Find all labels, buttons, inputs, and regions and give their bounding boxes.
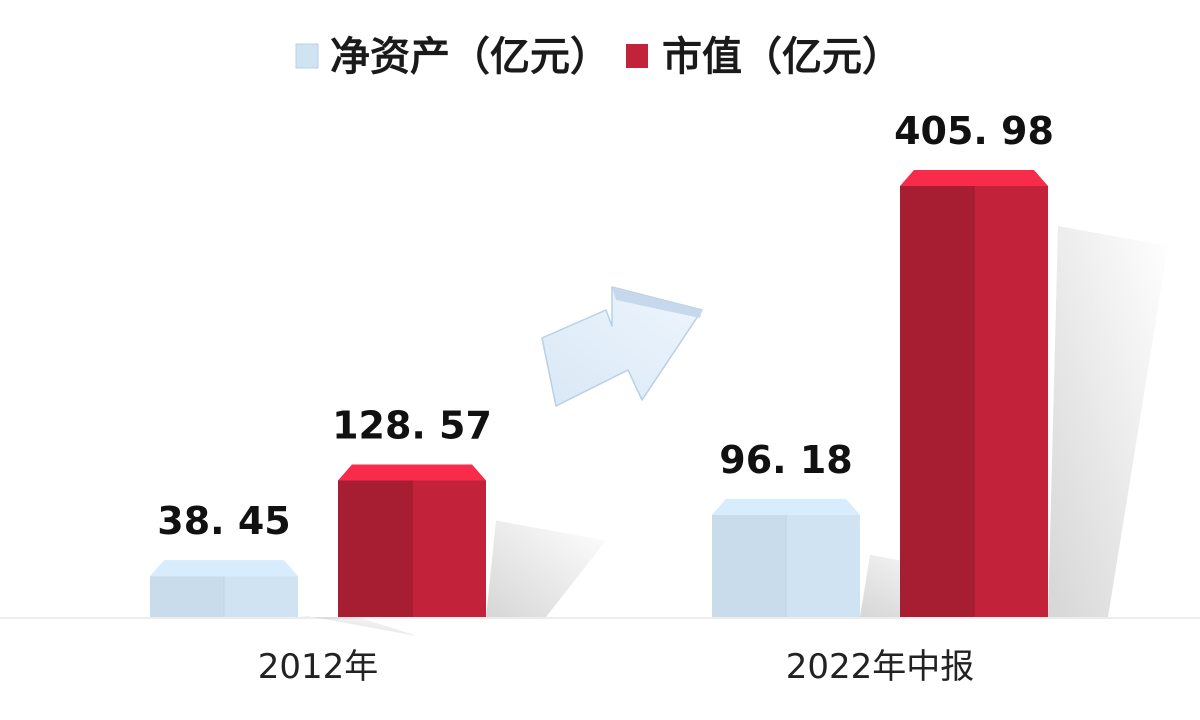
- up-right-arrow-icon: [541, 286, 703, 407]
- legend-label-market-cap: 市值（亿元）: [662, 34, 902, 80]
- bar-right-face-market-cap-2012: [412, 480, 486, 617]
- bar-top-net-assets-2022: [712, 498, 860, 515]
- category-label-2022: 2022年中报: [786, 647, 975, 687]
- value-label-market-cap-2022: 405. 98: [894, 109, 1054, 153]
- bar-top-market-cap-2022: [900, 170, 1048, 186]
- bar-left-face-market-cap-2012: [338, 480, 412, 617]
- bar-right-face-net-assets-2012: [224, 576, 298, 617]
- bar-left-face-market-cap-2022: [900, 186, 974, 617]
- bars: 38. 45 96. 18 128. 57 405. 98: [150, 109, 1168, 637]
- bar-top-net-assets-2012: [150, 560, 298, 577]
- bar-left-face-net-assets-2012: [150, 576, 224, 617]
- value-label-net-assets-2012: 38. 45: [157, 499, 290, 543]
- legend-label-net-assets: 净资产（亿元）: [330, 34, 610, 80]
- category-label-2012: 2012年: [258, 647, 379, 687]
- legend: 净资产（亿元） 市值（亿元）: [295, 34, 902, 80]
- legend-swatch-market-cap: [626, 44, 648, 68]
- value-label-net-assets-2022: 96. 18: [719, 438, 852, 482]
- bar-right-face-net-assets-2022: [786, 514, 860, 617]
- bar-left-face-net-assets-2022: [712, 514, 786, 617]
- bar-shadow-market-cap-2012: [486, 520, 606, 617]
- bar-shadow-net-assets-2012: [298, 616, 418, 637]
- legend-swatch-net-assets: [295, 43, 319, 69]
- bar-right-face-market-cap-2022: [974, 186, 1048, 617]
- bar-top-market-cap-2012: [338, 464, 486, 481]
- bar-shadow-market-cap-2022: [1048, 226, 1168, 617]
- value-label-market-cap-2012: 128. 57: [332, 404, 492, 448]
